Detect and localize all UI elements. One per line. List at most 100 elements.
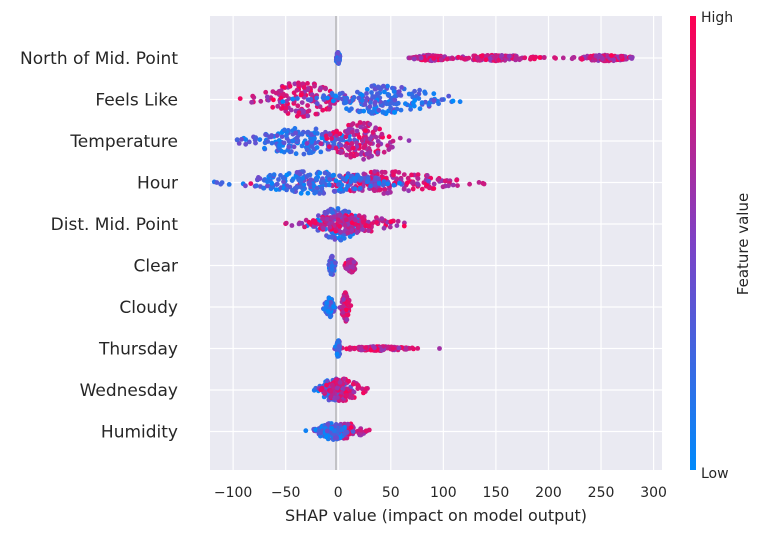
- shap-point: [349, 122, 355, 128]
- shap-point: [356, 109, 362, 115]
- shap-point: [349, 220, 355, 226]
- x-tick-label: 100: [430, 485, 457, 501]
- shap-point: [426, 178, 431, 184]
- colorbar: [690, 16, 696, 470]
- shap-point: [372, 177, 378, 183]
- shap-point: [364, 87, 370, 92]
- shap-point: [290, 138, 296, 144]
- shap-point: [431, 181, 437, 187]
- shap-point: [355, 225, 361, 230]
- shap-point: [331, 188, 337, 194]
- shap-point: [395, 218, 401, 224]
- shap-point: [276, 177, 281, 182]
- shap-point: [343, 307, 349, 313]
- x-tick-label: 50: [382, 485, 400, 501]
- shap-point: [344, 106, 349, 112]
- shap-point: [329, 136, 334, 141]
- shap-point: [314, 95, 319, 101]
- shap-point: [398, 107, 404, 113]
- shap-point: [391, 172, 396, 178]
- shap-point: [318, 141, 324, 147]
- shap-point: [319, 135, 325, 141]
- feature-label: Humidity: [101, 423, 178, 443]
- shap-point: [415, 346, 421, 351]
- shap-point: [246, 139, 252, 145]
- shap-point: [279, 134, 285, 140]
- shap-point: [322, 170, 328, 176]
- shap-point: [480, 180, 486, 186]
- shap-point: [275, 103, 281, 109]
- shap-point: [265, 139, 271, 144]
- shap-point: [336, 182, 341, 188]
- shap-point: [344, 152, 349, 158]
- shap-point: [410, 180, 416, 185]
- shap-point: [271, 172, 277, 178]
- shap-point: [333, 129, 339, 135]
- shap-point: [372, 99, 378, 105]
- shap-point: [335, 50, 340, 56]
- shap-point: [410, 186, 416, 192]
- shap-point: [366, 228, 371, 234]
- shap-point: [325, 309, 331, 314]
- shap-point: [352, 346, 357, 352]
- shap-point: [333, 422, 339, 427]
- shap-point: [261, 185, 266, 191]
- shap-point: [379, 216, 385, 222]
- shap-point: [392, 93, 398, 99]
- shap-point: [375, 150, 381, 156]
- shap-point: [274, 133, 280, 139]
- shap-point: [485, 53, 490, 58]
- shap-point: [340, 176, 346, 181]
- shap-point: [397, 135, 403, 141]
- shap-point: [320, 107, 326, 113]
- shap-point: [355, 382, 361, 388]
- shap-point: [290, 96, 296, 102]
- shap-point: [342, 208, 348, 214]
- shap-point: [334, 385, 340, 391]
- shap-point: [333, 93, 339, 99]
- shap-point: [407, 346, 412, 351]
- shap-point: [330, 210, 335, 216]
- shap-point: [450, 98, 456, 104]
- shap-point: [370, 129, 376, 135]
- feature-label: Temperature: [69, 132, 178, 152]
- x-tick-label: 300: [640, 485, 667, 501]
- shap-point: [329, 254, 335, 260]
- shap-point: [446, 93, 452, 99]
- shap-point: [305, 87, 311, 93]
- x-axis-title: SHAP value (impact on model output): [285, 506, 587, 525]
- shap-point: [305, 113, 311, 119]
- shap-point: [346, 260, 351, 265]
- shap-point: [348, 151, 354, 157]
- shap-point: [331, 304, 336, 310]
- shap-point: [344, 429, 350, 435]
- plot-area: [210, 16, 662, 470]
- shap-point: [282, 127, 287, 133]
- shap-point: [454, 177, 459, 183]
- shap-point: [320, 225, 326, 231]
- shap-point: [349, 228, 355, 233]
- shap-point: [407, 55, 413, 61]
- shap-point: [411, 103, 417, 109]
- shap-point: [226, 182, 232, 187]
- shap-point: [345, 421, 351, 427]
- shap-point: [349, 141, 355, 146]
- shap-point: [267, 172, 273, 178]
- shap-point: [333, 145, 339, 151]
- shap-point: [286, 144, 292, 150]
- shap-point: [348, 425, 354, 430]
- shap-point: [354, 128, 360, 134]
- shap-point: [321, 93, 327, 99]
- shap-point: [283, 105, 289, 111]
- shap-point: [375, 143, 381, 149]
- shap-point: [506, 53, 512, 59]
- shap-point: [387, 224, 393, 230]
- shap-point: [325, 421, 331, 427]
- feature-label: Clear: [134, 257, 178, 277]
- shap-point: [439, 97, 445, 103]
- shap-point: [306, 181, 312, 187]
- shap-point: [332, 435, 338, 441]
- shap-point: [337, 173, 342, 179]
- shap-point: [593, 53, 599, 59]
- shap-point: [345, 183, 350, 189]
